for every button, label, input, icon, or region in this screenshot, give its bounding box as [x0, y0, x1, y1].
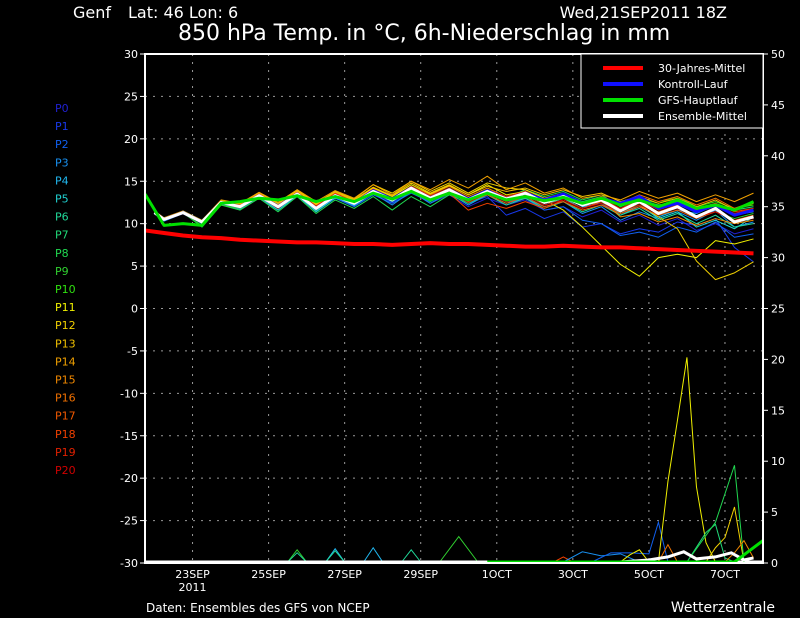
x-tick-label: 27SEP	[327, 568, 362, 581]
member-label-p17: P17	[55, 410, 76, 423]
y-left-tick-label: -15	[120, 430, 138, 443]
member-label-p7: P7	[55, 229, 69, 242]
y-left-tick-label: 0	[131, 303, 138, 316]
member-label-p20: P20	[55, 464, 76, 477]
y-left-tick-label: -10	[120, 387, 138, 400]
y-left-tick-label: 25	[124, 90, 138, 103]
precip-layer	[145, 357, 764, 564]
member-label-p10: P10	[55, 283, 76, 296]
x-tick-label: 5OCT	[634, 568, 664, 581]
precip-line-P3	[563, 551, 640, 563]
x-tick-label: 23SEP	[175, 568, 210, 581]
precip-line-P12	[705, 506, 745, 563]
location-label: Genf	[73, 3, 111, 22]
precip-line-P11	[657, 357, 716, 563]
member-label-p5: P5	[55, 193, 69, 206]
precip-line-P9	[287, 548, 308, 563]
brand-label: Wetterzentrale	[671, 600, 775, 616]
chart-title: 850 hPa Temp. in °C, 6h-Niederschlag in …	[178, 21, 670, 46]
member-label-p4: P4	[55, 174, 69, 187]
y-right-tick-label: 20	[771, 353, 785, 366]
y-left-tick-label: 15	[124, 175, 138, 188]
y-right-tick-label: 30	[771, 252, 785, 265]
member-label-p3: P3	[55, 156, 69, 169]
y-right-tick-label: 45	[771, 99, 785, 112]
member-label-p0: P0	[55, 102, 69, 115]
x-tick-label: 29SEP	[403, 568, 438, 581]
precip-line-P6	[287, 552, 307, 563]
ensemble-mean-line	[153, 186, 754, 224]
precip-line-P11	[620, 549, 650, 563]
legend: 30-Jahres-Mittel Kontroll-Lauf GFS-Hauptla…	[580, 53, 764, 129]
member-label-p14: P14	[55, 355, 76, 368]
member-label-p8: P8	[55, 247, 69, 260]
run-time-label: Wed,21SEP2011 18Z	[560, 3, 727, 22]
axes: -30 -25 -20 -15 -10 -5 0 5 10 15 20 25 30 0 5 10 15 20 25 3…	[120, 48, 785, 594]
temp-line-p11	[154, 184, 754, 277]
x-tick-year: 2011	[179, 581, 207, 594]
y-right-tick-label: 35	[771, 201, 785, 214]
member-label-p1: P1	[55, 120, 69, 133]
precip-line-P15	[724, 539, 754, 563]
gfs-main-run-line	[143, 189, 755, 227]
member-legend: P0 P1 P2 P3 P4 P5 P6 P7 P8 P9 P10 P11 P12 P13 P14 P15 P1…	[55, 102, 76, 477]
legend-label: Kontroll-Lauf	[658, 78, 729, 91]
x-tick-label: 1OCT	[482, 568, 512, 581]
precip-line-mean	[145, 550, 754, 564]
y-right-tick-label: 25	[771, 303, 785, 316]
climate-mean-line	[144, 228, 754, 256]
x-tick-label: 3OCT	[558, 568, 588, 581]
y-left-tick-label: 20	[124, 133, 138, 146]
temperature-layer	[143, 175, 755, 281]
precip-line-P8	[686, 465, 745, 563]
legend-label: 30-Jahres-Mittel	[658, 62, 745, 75]
y-left-tick-label: -5	[127, 345, 138, 358]
member-label-p6: P6	[55, 211, 69, 224]
member-label-p9: P9	[55, 265, 69, 278]
y-right-tick-label: 10	[771, 455, 785, 468]
member-label-p12: P12	[55, 319, 76, 332]
legend-label: GFS-Hauptlauf	[658, 94, 739, 107]
precip-line-P9	[439, 535, 479, 563]
y-left-tick-label: -25	[120, 515, 138, 528]
precip-line-P18	[553, 556, 574, 563]
y-left-tick-label: 5	[131, 260, 138, 273]
member-label-p13: P13	[55, 337, 76, 350]
precip-line-P2	[591, 520, 669, 563]
y-left-tick-label: -30	[120, 557, 138, 570]
y-left-tick-label: 10	[124, 218, 138, 231]
precip-line-P4	[363, 546, 384, 563]
legend-label: Ensemble-Mittel	[658, 110, 747, 123]
x-tick-label: 25SEP	[251, 568, 286, 581]
precip-line-P6	[325, 550, 346, 563]
member-label-p11: P11	[55, 301, 76, 314]
y-right-tick-label: 50	[771, 48, 785, 61]
coords-label: Lat: 46 Lon: 6	[128, 3, 238, 22]
member-label-p19: P19	[55, 446, 76, 459]
y-left-tick-label: -20	[120, 472, 138, 485]
plot-frame	[144, 53, 764, 564]
member-label-p18: P18	[55, 428, 76, 441]
y-right-tick-label: 40	[771, 150, 785, 163]
member-label-p16: P16	[55, 392, 76, 405]
member-label-p2: P2	[55, 138, 69, 151]
y-right-tick-label: 0	[771, 557, 778, 570]
grid	[145, 54, 763, 563]
y-right-tick-label: 15	[771, 404, 785, 417]
precip-line-P6	[401, 548, 422, 563]
y-left-tick-label: 30	[124, 48, 138, 61]
y-right-tick-label: 5	[771, 506, 778, 519]
x-tick-label: 7OCT	[710, 568, 740, 581]
member-label-p15: P15	[55, 374, 76, 387]
source-label: Daten: Ensembles des GFS von NCEP	[146, 601, 370, 615]
